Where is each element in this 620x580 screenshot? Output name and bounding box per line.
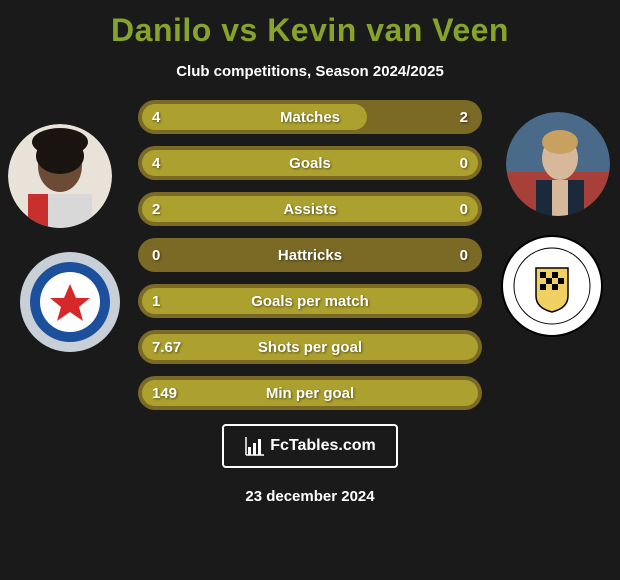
subtitle: Club competitions, Season 2024/2025 bbox=[10, 63, 610, 80]
badge-left-icon: READY bbox=[18, 250, 122, 354]
club-badge-left: READY bbox=[18, 250, 122, 354]
stat-value-left: 7.67 bbox=[138, 339, 195, 356]
player-photo-left bbox=[8, 124, 112, 228]
stat-fill bbox=[142, 150, 478, 176]
stat-fill bbox=[142, 380, 478, 406]
stat-value-right: 0 bbox=[436, 201, 482, 218]
stat-row: 2Assists0 bbox=[138, 192, 482, 226]
stat-value-left: 4 bbox=[138, 109, 184, 126]
stat-value-left: 1 bbox=[138, 293, 184, 310]
avatar-left-icon bbox=[8, 124, 112, 228]
stats-list: 4Matches24Goals02Assists00Hattricks01Goa… bbox=[138, 100, 482, 410]
badge-right-icon bbox=[500, 234, 604, 338]
stat-value-right: 0 bbox=[436, 155, 482, 172]
stat-label: Hattricks bbox=[138, 247, 482, 264]
stat-fill bbox=[142, 196, 478, 222]
stat-value-right: 0 bbox=[436, 247, 482, 264]
page-title: Danilo vs Kevin van Veen bbox=[10, 12, 610, 49]
player-photo-right bbox=[506, 112, 610, 216]
stat-value-left: 0 bbox=[138, 247, 184, 264]
fctables-logo: FcTables.com bbox=[222, 424, 398, 468]
comparison-card: Danilo vs Kevin van Veen Club competitio… bbox=[0, 0, 620, 580]
stat-value-right: 2 bbox=[436, 109, 482, 126]
stat-row: 4Matches2 bbox=[138, 100, 482, 134]
chart-icon bbox=[244, 435, 266, 457]
stat-row: 1Goals per match bbox=[138, 284, 482, 318]
stat-value-left: 2 bbox=[138, 201, 184, 218]
logo-text: FcTables.com bbox=[270, 437, 376, 455]
stat-value-left: 149 bbox=[138, 385, 191, 402]
avatar-right-icon bbox=[506, 112, 610, 216]
stat-row: 4Goals0 bbox=[138, 146, 482, 180]
date-label: 23 december 2024 bbox=[10, 488, 610, 505]
stat-fill bbox=[142, 288, 478, 314]
svg-text:READY: READY bbox=[58, 325, 83, 332]
stat-row: 0Hattricks0 bbox=[138, 238, 482, 272]
club-badge-right bbox=[500, 234, 604, 338]
stat-value-left: 4 bbox=[138, 155, 184, 172]
stat-row: 7.67Shots per goal bbox=[138, 330, 482, 364]
stat-row: 149Min per goal bbox=[138, 376, 482, 410]
